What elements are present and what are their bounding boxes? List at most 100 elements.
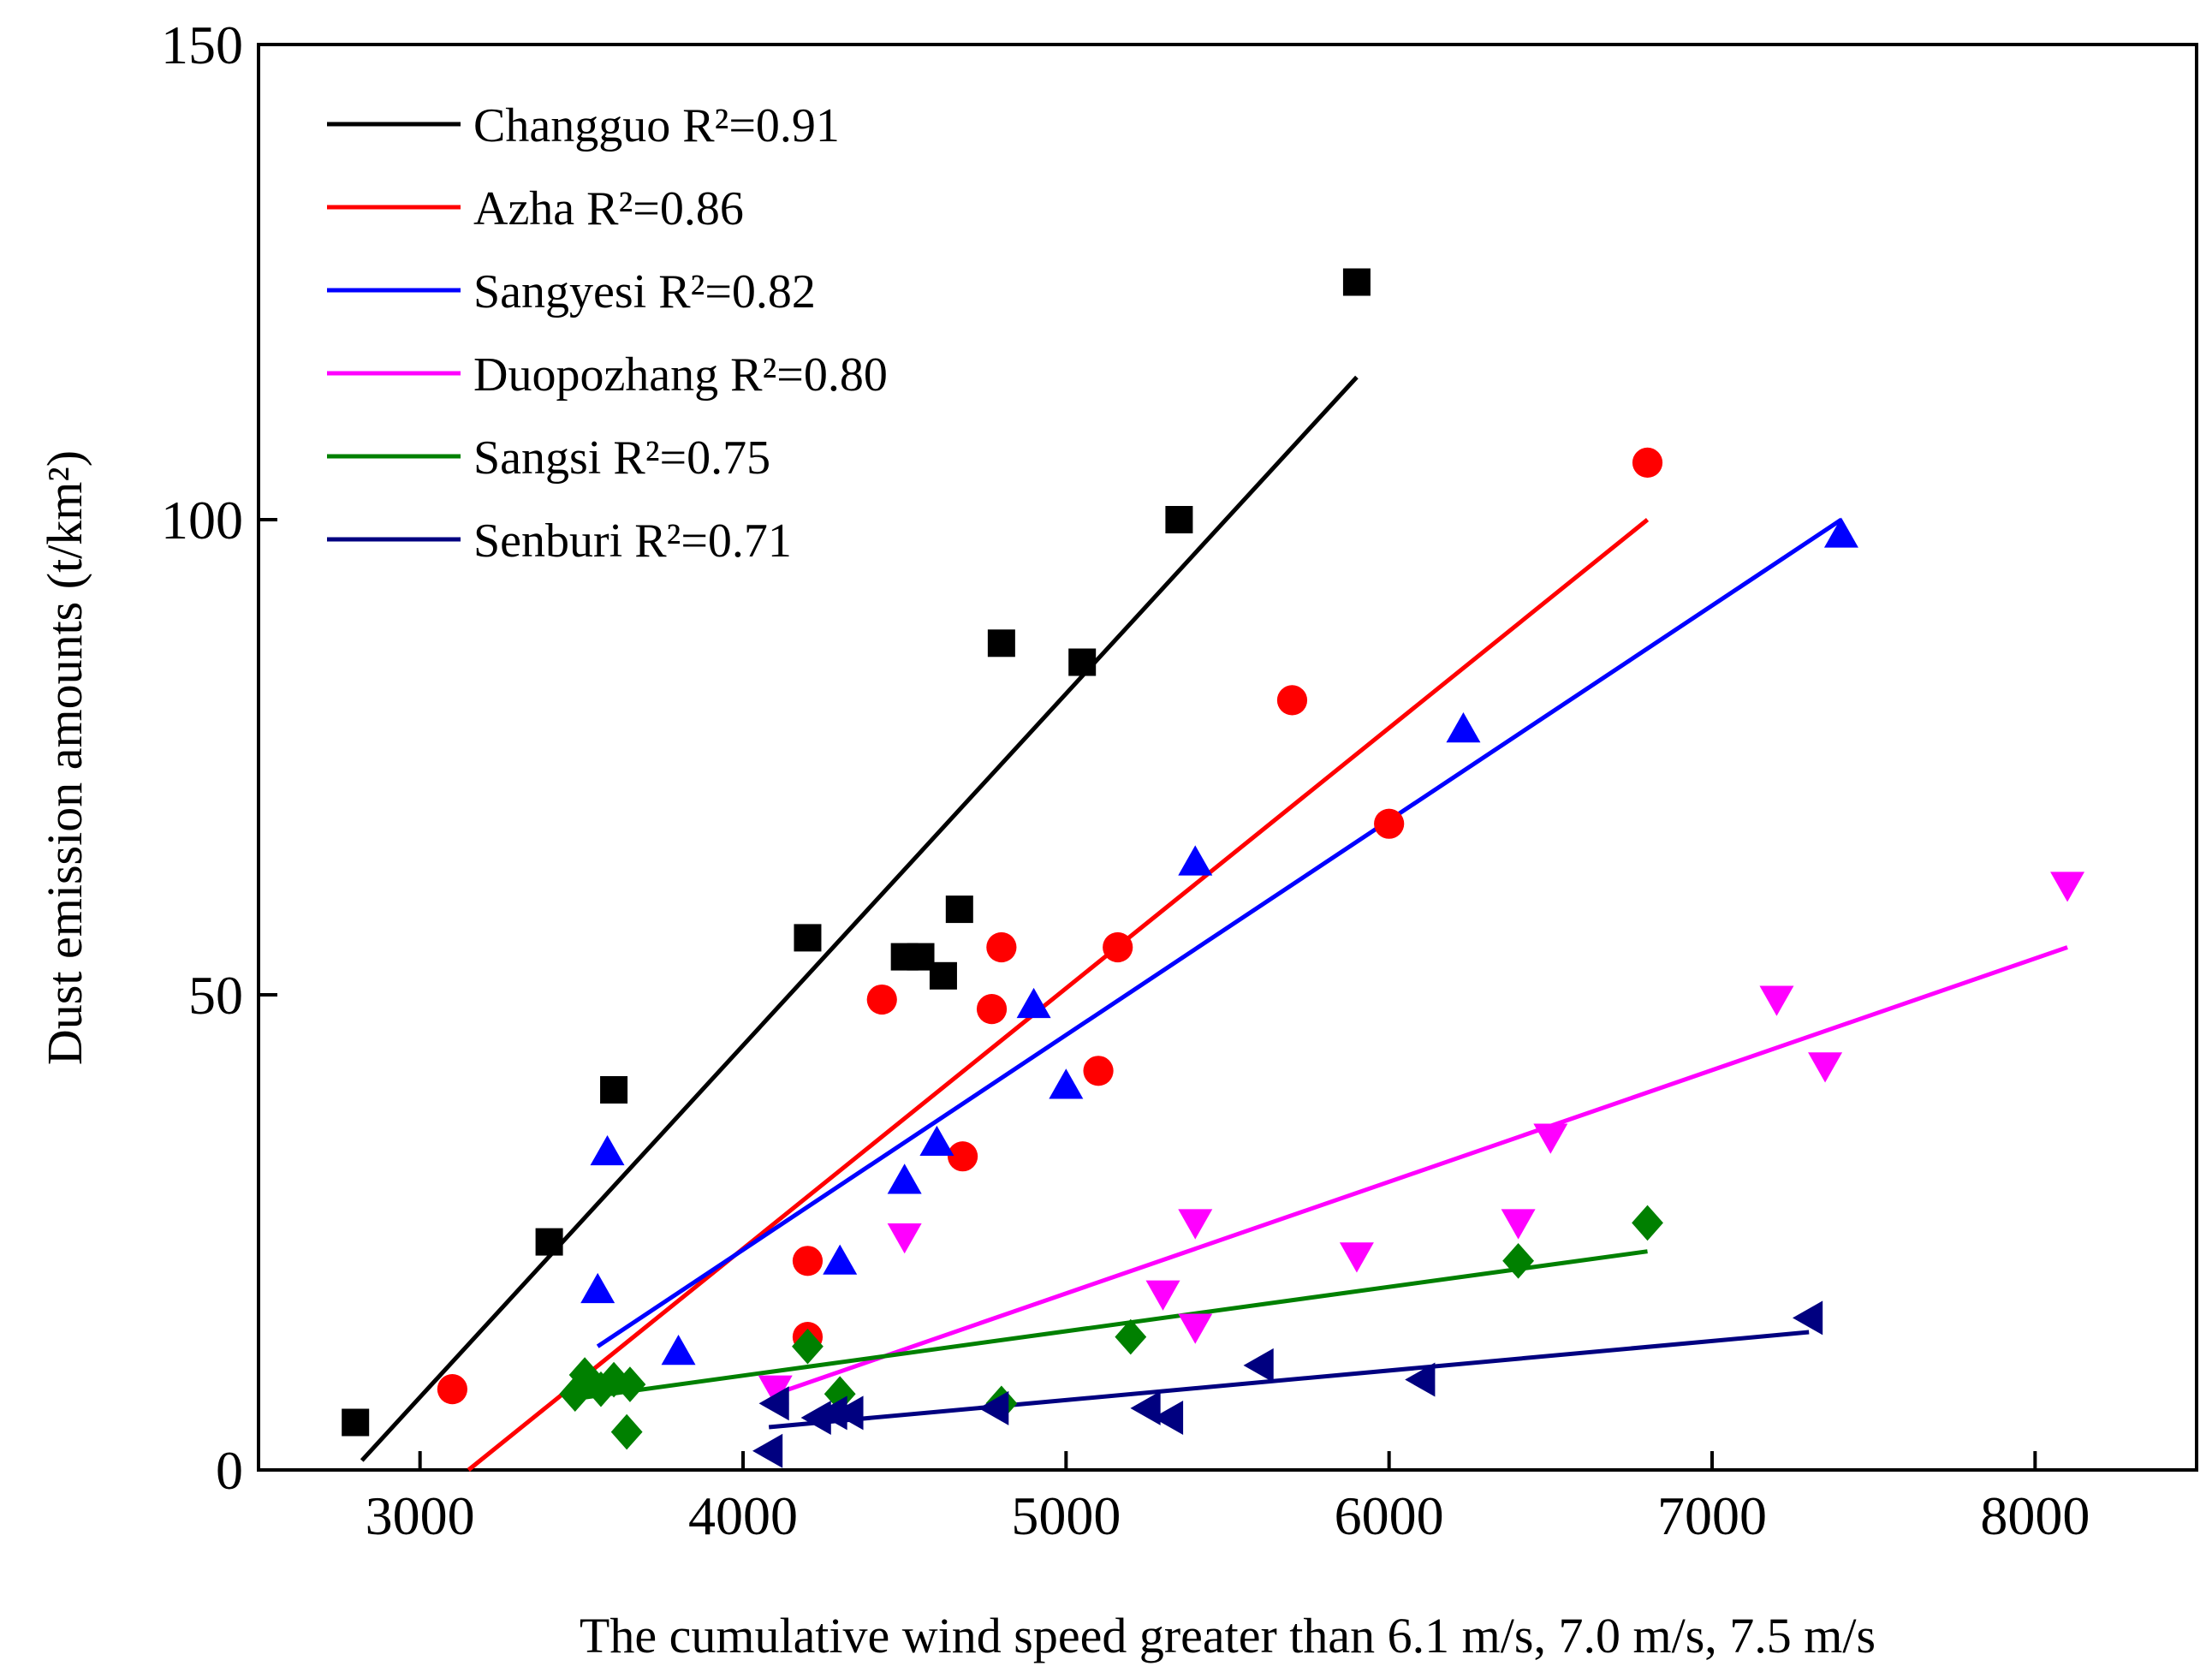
data-point xyxy=(1115,1318,1147,1355)
legend-label: Sangyesi R²=0.82 xyxy=(473,265,816,318)
data-point xyxy=(1446,712,1481,743)
data-point xyxy=(1083,1056,1114,1086)
data-point xyxy=(1759,985,1794,1016)
data-point xyxy=(614,1366,646,1402)
legend-item-senburi: Senburi R²=0.71 xyxy=(327,515,792,568)
fit-line-duopozhang xyxy=(774,945,2068,1396)
data-point xyxy=(792,1246,824,1276)
fit-line-sangyesi xyxy=(596,517,1843,1348)
data-point xyxy=(661,1335,696,1366)
data-point xyxy=(945,896,973,924)
data-points xyxy=(342,268,2085,1468)
series-duopozhang xyxy=(758,872,2085,1406)
y-tick-label: 50 xyxy=(188,965,243,1026)
x-tick-label: 8000 xyxy=(1980,1485,2090,1546)
data-point xyxy=(2050,872,2085,902)
data-point xyxy=(1103,931,1133,963)
x-tick-label: 6000 xyxy=(1335,1485,1444,1546)
fit-line-sangsi xyxy=(574,1249,1648,1401)
data-point xyxy=(1793,1300,1823,1336)
data-point xyxy=(1374,808,1405,839)
data-point xyxy=(1165,506,1193,533)
data-point xyxy=(887,1223,922,1254)
data-point xyxy=(887,1163,922,1194)
fit-line-azha xyxy=(467,518,1650,1472)
data-point xyxy=(978,1390,1009,1425)
fit-line-senburi xyxy=(768,1330,1810,1430)
data-point xyxy=(1178,1313,1213,1344)
data-point xyxy=(800,1400,831,1435)
legend-label: Changguo R²=0.91 xyxy=(473,99,840,152)
legend: Changguo R²=0.91 Azha R²=0.86 Sangyesi R²=… xyxy=(327,99,888,568)
y-tick-label: 0 xyxy=(216,1440,243,1501)
data-point xyxy=(792,1328,824,1365)
legend-item-azha: Azha R²=0.86 xyxy=(327,182,744,235)
y-axis-title: Dust emission amounts (t/km²) xyxy=(37,450,92,1065)
data-point xyxy=(342,1408,370,1437)
legend-label: Sangsi R²=0.75 xyxy=(473,431,770,485)
data-point xyxy=(1501,1209,1536,1240)
x-tick-label: 3000 xyxy=(366,1485,475,1546)
data-point xyxy=(986,931,1017,963)
data-point xyxy=(1405,1362,1436,1397)
series-azha xyxy=(437,447,1663,1405)
data-point xyxy=(600,1076,628,1104)
data-point xyxy=(833,1395,864,1431)
data-point xyxy=(947,1141,978,1172)
data-point xyxy=(1823,517,1858,548)
y-tick-label: 100 xyxy=(161,490,243,550)
fit-lines xyxy=(360,375,2068,1472)
data-point xyxy=(1502,1243,1534,1279)
data-point xyxy=(758,1375,793,1406)
data-point xyxy=(437,1374,467,1405)
series-sangsi xyxy=(559,1205,1663,1450)
data-point xyxy=(1533,1123,1568,1154)
legend-item-sangyesi: Sangyesi R²=0.82 xyxy=(327,265,816,318)
x-tick-label: 5000 xyxy=(1011,1485,1121,1546)
data-point xyxy=(817,1395,847,1431)
data-point xyxy=(824,1376,856,1412)
legend-item-sangsi: Sangsi R²=0.75 xyxy=(327,431,770,485)
data-point xyxy=(1339,1242,1374,1273)
data-point xyxy=(580,1272,615,1304)
x-axis-title: The cumulative wind speed greater than 6… xyxy=(580,1608,1876,1663)
data-point xyxy=(866,984,897,1015)
data-point xyxy=(1178,1209,1213,1240)
data-point xyxy=(1276,685,1308,716)
data-point xyxy=(1178,845,1213,876)
legend-item-duopozhang: Duopozhang R²=0.80 xyxy=(327,348,888,402)
data-point xyxy=(758,1386,789,1421)
data-point xyxy=(1342,268,1371,296)
x-tick-label: 7000 xyxy=(1657,1485,1767,1546)
axes: 3000 4000 5000 6000 7000 8000 0 50 100 150 xyxy=(161,15,2090,1546)
data-point xyxy=(1145,1280,1180,1311)
data-point xyxy=(929,961,957,990)
data-point xyxy=(823,1244,858,1275)
data-point xyxy=(794,924,822,952)
data-point xyxy=(1632,447,1663,479)
x-tick-label: 4000 xyxy=(688,1485,798,1546)
data-point xyxy=(976,994,1008,1025)
data-point xyxy=(987,629,1015,657)
y-tick-label: 150 xyxy=(161,15,243,75)
data-point xyxy=(1152,1400,1184,1435)
data-point xyxy=(535,1228,563,1256)
series-changguo xyxy=(342,268,1371,1437)
legend-label: Duopozhang R²=0.80 xyxy=(473,348,888,402)
data-point xyxy=(1130,1390,1161,1425)
data-point xyxy=(1632,1205,1663,1241)
fit-line-changguo xyxy=(360,375,1359,1462)
data-point xyxy=(1243,1348,1274,1383)
legend-label: Azha R²=0.86 xyxy=(473,182,744,235)
data-point xyxy=(1016,987,1051,1019)
data-point xyxy=(919,1125,954,1157)
series-sangyesi xyxy=(580,517,1858,1366)
data-point xyxy=(752,1433,783,1468)
data-point xyxy=(1049,1068,1084,1099)
legend-item-changguo: Changguo R²=0.91 xyxy=(327,99,840,152)
data-point xyxy=(610,1413,643,1450)
plot-frame xyxy=(257,43,2198,1472)
legend-label: Senburi R²=0.71 xyxy=(473,515,792,568)
data-point xyxy=(1068,648,1097,676)
